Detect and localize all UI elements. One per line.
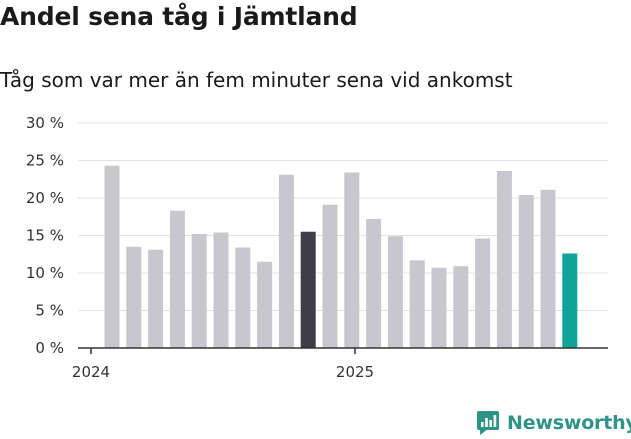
x-tick-label: 2025	[336, 363, 374, 381]
bar-2024-10	[300, 231, 316, 348]
bar-2024-05	[191, 234, 207, 348]
y-tick-label: 20 %	[26, 189, 64, 207]
bar-2025-05	[453, 266, 469, 348]
chart-subtitle: Tåg som var mer än fem minuter sena vid …	[0, 68, 513, 92]
bar-2024-06	[213, 232, 229, 348]
bar-2024-04	[169, 210, 185, 348]
bar-2025-04	[431, 267, 447, 348]
bar-2024-12	[344, 172, 360, 348]
y-tick-label: 5 %	[35, 302, 64, 320]
y-tick-label: 10 %	[26, 264, 64, 282]
bar-2024-02	[126, 246, 142, 348]
bar-2025-08	[518, 195, 534, 348]
x-tick-label: 2024	[72, 363, 110, 381]
bar-2024-03	[148, 249, 164, 348]
y-tick-label: 15 %	[26, 227, 64, 245]
bar-2025-10	[562, 253, 578, 348]
bar-2024-08	[257, 261, 273, 348]
bar-chart: 0 % 5 % 10 % 15 % 20 % 25 % 30 % 2024 2025	[26, 114, 608, 381]
bar-2024-11	[322, 204, 338, 348]
bars	[104, 165, 578, 348]
brand-name: Newsworthy	[507, 412, 631, 434]
bar-2025-03	[409, 260, 425, 348]
y-axis-ticks: 0 % 5 % 10 % 15 % 20 % 25 % 30 %	[26, 114, 64, 357]
bar-2025-02	[387, 236, 403, 348]
bar-2024-01	[104, 165, 120, 348]
newsworthy-logo-icon	[477, 411, 499, 435]
chart-title: Andel sena tåg i Jämtland	[0, 2, 358, 31]
bar-2025-06	[475, 238, 491, 348]
y-tick-label: 0 %	[35, 339, 64, 357]
bar-2024-09	[278, 174, 294, 348]
x-axis-ticks: 2024 2025	[72, 348, 374, 381]
y-tick-label: 30 %	[26, 114, 64, 132]
bar-2024-07	[235, 247, 251, 348]
bar-2025-09	[540, 189, 556, 348]
bar-2025-01	[366, 219, 382, 348]
brand-logo: Newsworthy	[476, 408, 631, 438]
y-tick-label: 25 %	[26, 152, 64, 170]
bar-2025-07	[496, 171, 512, 348]
